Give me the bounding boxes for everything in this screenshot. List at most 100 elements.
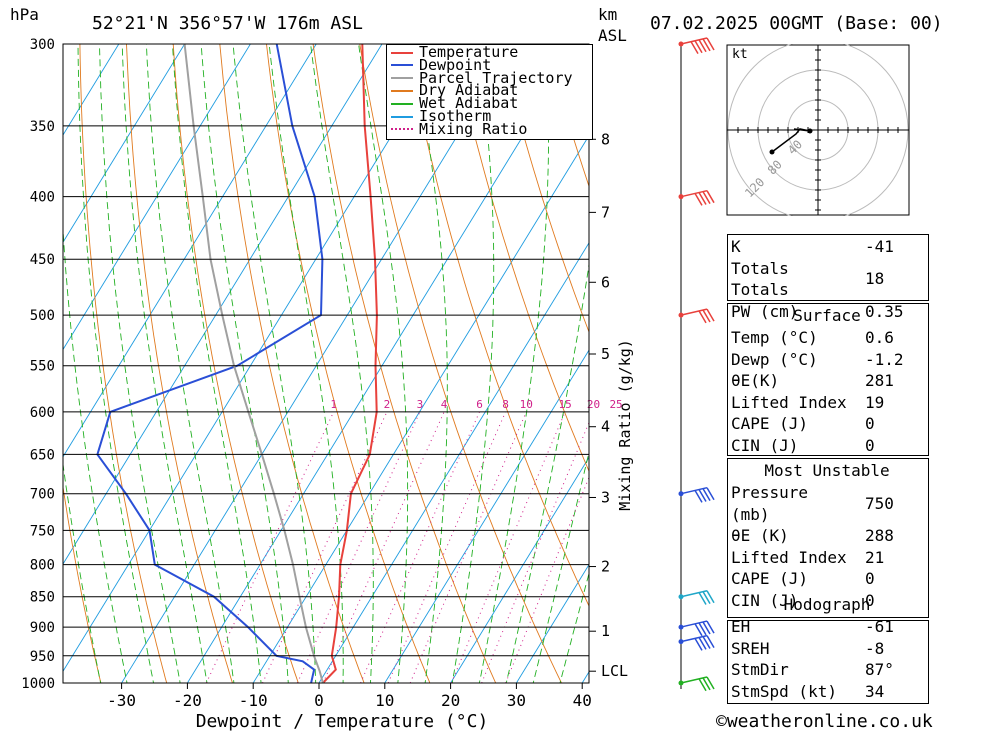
wind-barb-flag [706, 37, 715, 51]
index-row: Lifted Index 21 [727, 547, 927, 569]
altitude-tick-label: 4 [601, 418, 610, 436]
pressure-tick-label: 350 [30, 119, 55, 135]
legend-label: Dry Adiabat [419, 81, 519, 100]
x-tick-label: 0 [314, 691, 324, 710]
index-value: -8 [865, 638, 885, 658]
legend-item: Mixing Ratio [391, 119, 528, 138]
temperature-line [322, 44, 378, 683]
legend: Temperature Dewpoint Parcel Trajectory Dry … [386, 44, 593, 140]
parcel-trajectory-line [183, 44, 324, 683]
wind-barb [678, 634, 715, 651]
wet-adiabat [121, 44, 208, 683]
isotherm [450, 456, 589, 683]
index-value: 0.35 [865, 301, 904, 321]
index-label: θE(K) [731, 371, 780, 391]
mixing-ratio-axis-label: Mixing Ratio (g/kg) [616, 339, 634, 511]
wind-barb-flag [702, 191, 711, 204]
dry-adiabat [966, 0, 1000, 709]
pressure-tick-label: 950 [30, 649, 55, 665]
index-row: CAPE (J) 0 [727, 413, 927, 435]
mixing-ratio-line [387, 411, 507, 683]
index-row: θE (K) 288 [727, 525, 927, 547]
altitude-tick-label: 2 [601, 558, 610, 576]
isotherm [384, 349, 589, 683]
isotherm [63, 44, 186, 244]
legend-label: Dewpoint [419, 55, 492, 74]
hodo-trace [771, 128, 811, 153]
index-value: 34 [865, 681, 885, 701]
wind-barb-shaft [680, 634, 708, 643]
mixing-ratio-label: 10 [520, 398, 533, 411]
index-value: -41 [865, 237, 894, 256]
hodo-indices-box [727, 620, 929, 704]
dry-adiabat [545, 44, 589, 188]
legend-label: Temperature [419, 43, 519, 61]
pressure-tick-label: 850 [30, 590, 55, 606]
x-tick-label: -10 [239, 691, 268, 710]
legend-item: Dry Adiabat [391, 81, 519, 100]
wet-adiabat [172, 44, 262, 683]
index-label: Temp (°C) [731, 328, 818, 347]
index-row: EH -61 [727, 616, 927, 638]
x-tick-label: -20 [173, 691, 202, 710]
wind-barb-flag [702, 677, 711, 691]
wind-barb-flag [706, 635, 715, 649]
wind-barb-flag [702, 591, 711, 605]
index-label: EH [731, 617, 751, 636]
index-value: -61 [865, 617, 894, 636]
index-label: CIN (J) [731, 590, 799, 610]
index-label: StmDir [731, 660, 789, 680]
altitude-tick-label: 6 [601, 273, 610, 291]
wind-barb-flag [694, 40, 703, 54]
wind-barb-shaft [680, 189, 708, 198]
index-row: PW (cm) 0.35 [727, 301, 927, 323]
legend-label: Mixing Ratio [419, 119, 528, 138]
dry-adiabat [499, 44, 589, 334]
wind-barb-shaft [680, 590, 708, 598]
wind-barb-flag [702, 621, 711, 635]
index-row: SREH -8 [727, 638, 927, 660]
wind-barb-flag [698, 678, 707, 692]
index-label: CIN (J) [731, 435, 799, 455]
index-row: Lifted Index 19 [727, 392, 927, 414]
altitude-tick-label: 3 [601, 488, 610, 506]
index-value: 281 [865, 371, 894, 391]
index-label: CAPE (J) [731, 414, 809, 434]
wind-barb-flag [706, 676, 715, 690]
dry-adiabat [79, 44, 168, 683]
wind-barb-shaft [680, 308, 708, 316]
dry-adiabat [921, 0, 1000, 709]
legend-item: Parcel Trajectory [391, 70, 573, 85]
index-row: θE(K) 281 [727, 370, 927, 392]
wind-barb-flag [698, 592, 707, 605]
index-value: 87° [865, 660, 894, 680]
legend-swatch [391, 115, 413, 118]
dry-adiabat [126, 44, 233, 683]
dry-adiabat [63, 484, 102, 683]
altitude-tick-label: 7 [601, 203, 610, 221]
wind-barb-flag [698, 39, 707, 53]
altitude-tick-label: 1 [601, 622, 610, 640]
wet-adiabat [63, 223, 128, 683]
wind-barb-shaft [680, 486, 708, 495]
wind-barb-flag [706, 620, 715, 634]
wind-barb-flag [702, 488, 711, 501]
isotherm [252, 134, 589, 683]
index-row: StmSpd (kt) 34 [727, 681, 927, 703]
index-value: 21 [865, 547, 885, 567]
hodo-indices-table: EH -61 SREH -8 StmDir 87° StmSpd (kt) 34 [727, 616, 927, 702]
index-row: CIN (J) 0 [727, 435, 927, 457]
index-row: Dewp (°C) -1.2 [727, 349, 927, 371]
wind-barb [678, 37, 715, 54]
hodo-point [769, 149, 775, 155]
basic-indices-box [727, 234, 929, 301]
index-value: 0.6 [865, 328, 894, 347]
dry-adiabat [172, 44, 299, 683]
index-row: StmDir 87° [727, 659, 927, 681]
index-label: PW (cm) [731, 301, 799, 321]
wind-barb-shaft [680, 676, 708, 684]
index-value: -1.2 [865, 349, 904, 369]
wind-barb-flag [698, 622, 707, 636]
index-label: Pressure (mb) [731, 483, 809, 524]
